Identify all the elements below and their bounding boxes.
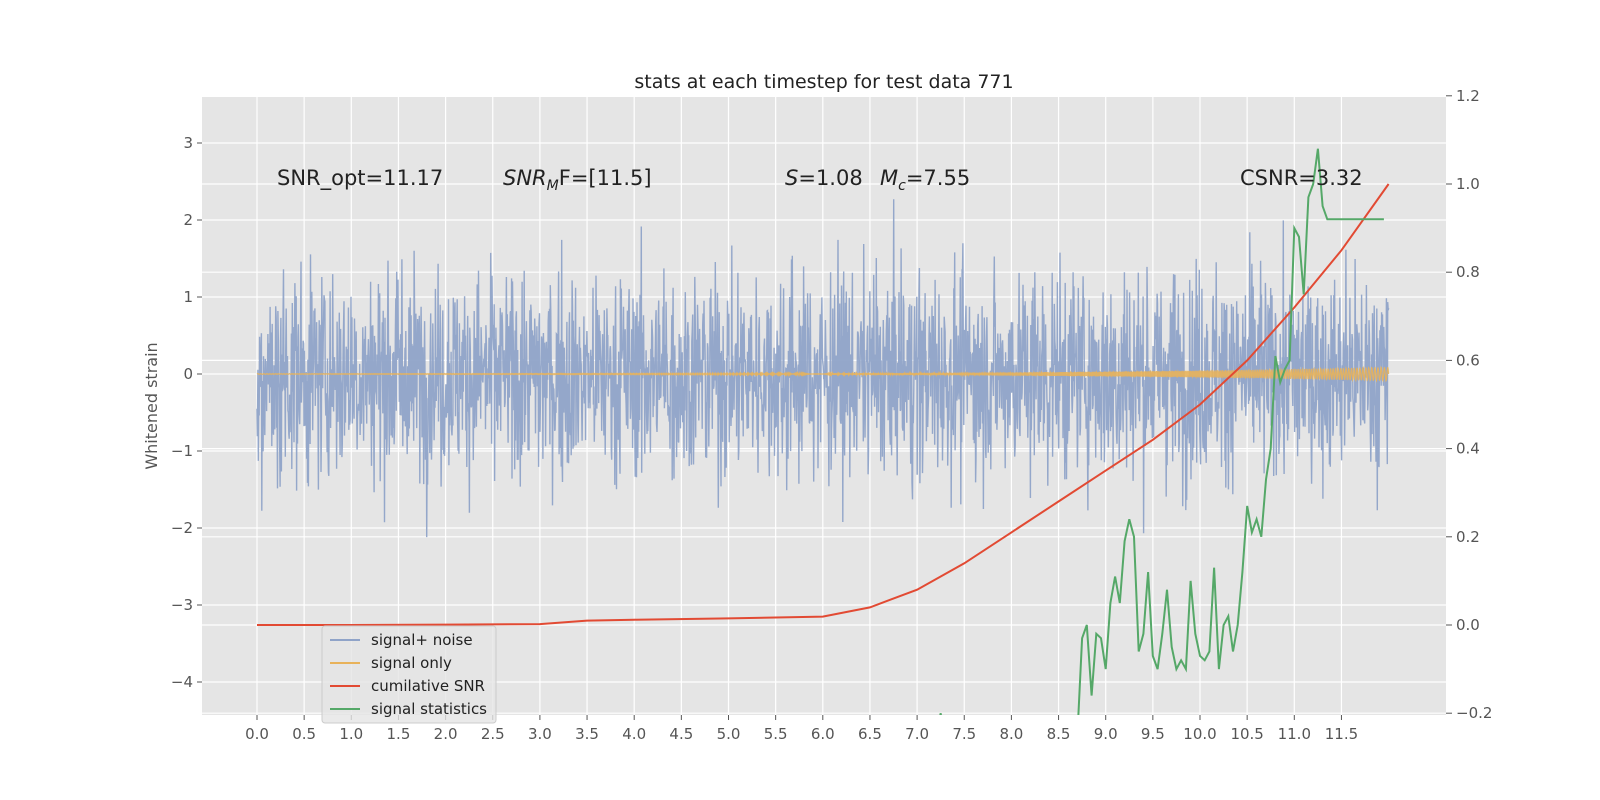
y-left-tick-label: −2 <box>171 519 193 537</box>
x-tick-label: 2.5 <box>481 725 505 743</box>
y-right-tick-label: 0.2 <box>1456 528 1480 546</box>
y-axis-right-ticks: 1.2 1.0 0.8 0.6 0.4 0.2 0.0 −0.2 <box>1446 87 1492 722</box>
y-left-tick-label: 0 <box>183 365 193 383</box>
x-tick-label: 11.0 <box>1278 725 1311 743</box>
snr-mf-sub: M <box>547 178 559 194</box>
x-tick-label: 6.5 <box>858 725 882 743</box>
legend-label: signal+ noise <box>371 631 473 649</box>
x-tick-label: 7.0 <box>905 725 929 743</box>
x-axis-ticks: 0.0 0.5 1.0 1.5 2.0 2.5 3.0 3.5 4.0 4.5 5.0 5.5 6.0 6… <box>245 715 1358 743</box>
series-signal-statistics <box>939 148 1384 715</box>
y-right-tick-label: 0.8 <box>1456 263 1480 281</box>
x-tick-label: 0.0 <box>245 725 269 743</box>
y-right-tick-label: 0.6 <box>1456 351 1480 369</box>
y-right-tick-label: 0.4 <box>1456 440 1480 458</box>
series-signal-noise <box>256 199 1390 538</box>
signal-noise-line <box>256 199 1390 538</box>
x-tick-label: 0.5 <box>292 725 316 743</box>
y-axis-left-ticks: 3 2 1 0 −1 −2 −3 −4 <box>171 134 202 691</box>
legend-label: signal statistics <box>371 700 487 718</box>
x-tick-label: 2.0 <box>434 725 458 743</box>
s-var: S <box>785 166 798 190</box>
annotation-s: S=1.08 <box>785 166 863 190</box>
mc-val: =7.55 <box>906 166 970 190</box>
snr-mf-rest: F=[11.5] <box>559 166 652 190</box>
snr-mf-main: SNR <box>503 166 547 190</box>
annotation-snr-mf: SNRMF=[11.5] <box>503 166 652 194</box>
mc-var: M <box>880 166 898 190</box>
legend-label: cumilative SNR <box>371 677 485 695</box>
right-axis-series <box>257 148 1390 715</box>
y-left-tick-label: −4 <box>171 673 193 691</box>
y-left-tick-label: −3 <box>171 596 193 614</box>
x-tick-label: 5.0 <box>717 725 741 743</box>
y-left-tick-label: 1 <box>183 288 193 306</box>
x-tick-label: 11.5 <box>1325 725 1358 743</box>
x-tick-label: 3.0 <box>528 725 552 743</box>
x-tick-label: 1.0 <box>339 725 363 743</box>
x-tick-label: 1.5 <box>387 725 411 743</box>
annotation-mc: Mc=7.55 <box>880 166 970 194</box>
x-tick-label: 8.0 <box>999 725 1023 743</box>
series-cumilative-snr <box>257 183 1390 626</box>
x-tick-label: 7.5 <box>952 725 976 743</box>
y-left-tick-label: 2 <box>183 211 193 229</box>
x-tick-label: 3.5 <box>575 725 599 743</box>
x-tick-label: 9.5 <box>1141 725 1165 743</box>
y-right-tick-label: −0.2 <box>1456 704 1492 722</box>
legend: signal+ noise signal only cumilative SNR si… <box>321 625 497 724</box>
y-left-tick-label: −1 <box>171 442 193 460</box>
y-right-tick-label: 1.0 <box>1456 175 1480 193</box>
mc-sub: c <box>898 178 906 194</box>
y-right-tick-label: 0.0 <box>1456 616 1480 634</box>
x-tick-label: 10.5 <box>1230 725 1263 743</box>
annotation-csnr: CSNR=3.32 <box>1240 166 1363 190</box>
x-tick-label: 6.0 <box>811 725 835 743</box>
legend-label: signal only <box>371 654 452 672</box>
x-tick-label: 8.5 <box>1047 725 1071 743</box>
x-tick-label: 5.5 <box>764 725 788 743</box>
x-tick-label: 4.5 <box>669 725 693 743</box>
y-right-tick-label: 1.2 <box>1456 87 1480 105</box>
chart-title: stats at each timestep for test data 771 <box>634 71 1013 93</box>
annotations: SNR_opt=11.17 SNRMF=[11.5] S=1.08 Mc=7.5… <box>277 166 1363 194</box>
y-axis-label: Whitened strain <box>142 342 161 469</box>
x-tick-label: 10.0 <box>1183 725 1216 743</box>
signal-only-line <box>256 365 1390 383</box>
series-signal-only <box>256 365 1390 383</box>
x-tick-label: 4.0 <box>622 725 646 743</box>
x-tick-label: 9.0 <box>1094 725 1118 743</box>
annotation-snr-opt: SNR_opt=11.17 <box>277 166 443 191</box>
s-val: =1.08 <box>798 166 862 190</box>
legend-box <box>321 625 497 724</box>
y-left-tick-label: 3 <box>183 134 193 152</box>
